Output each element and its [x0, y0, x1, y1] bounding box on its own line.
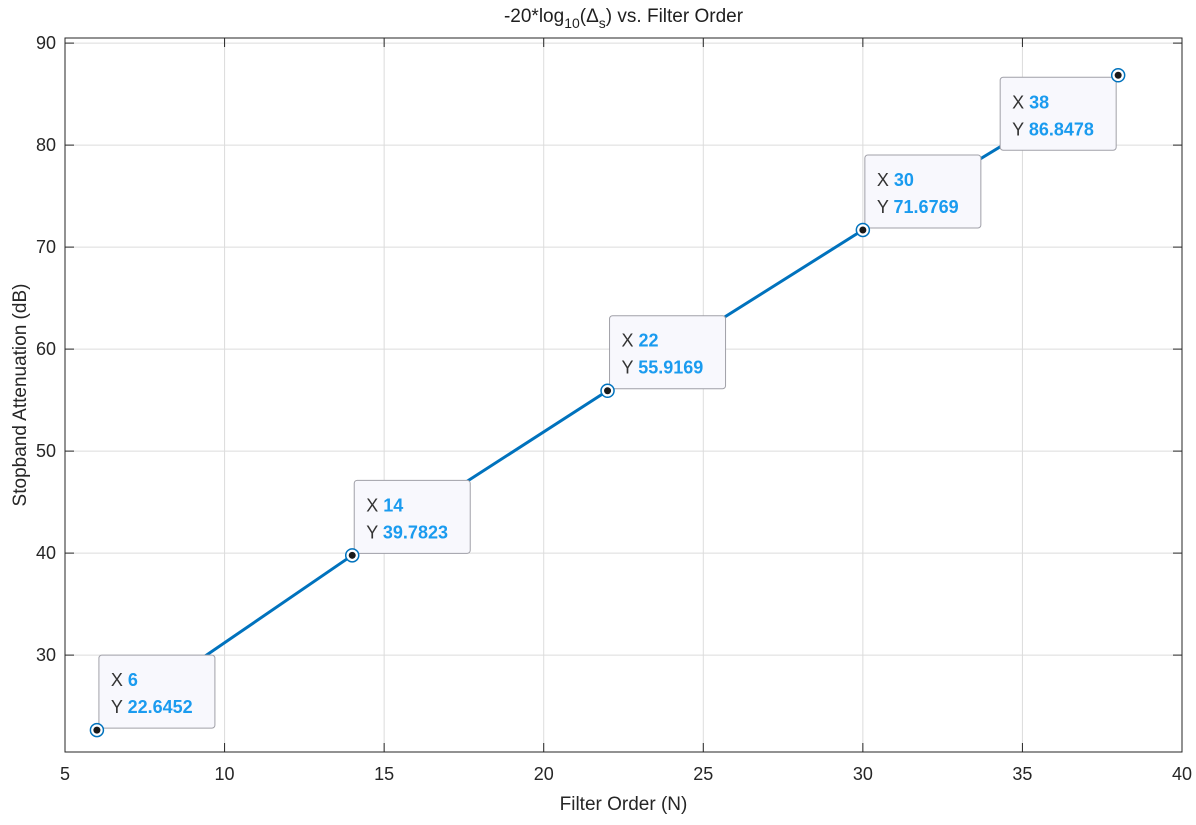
datatip-x-value: 38	[1029, 92, 1049, 112]
datatip-x-row: X 22	[622, 331, 659, 351]
datatip-box	[609, 315, 727, 390]
y-axis-label: Stopband Attenuation (dB)	[10, 284, 31, 507]
chart-title: -20*log10(Δs) vs. Filter Order	[504, 6, 744, 31]
title-log-subscript: 10	[564, 15, 580, 31]
title-suffix: ) vs. Filter Order	[606, 6, 744, 27]
y-tick-label: 30	[36, 645, 56, 665]
datatip-y-row: Y 55.9169	[622, 358, 704, 378]
title-delta: Δ	[586, 6, 599, 27]
y-tick-label: 80	[36, 135, 56, 155]
datatip-y-label: Y	[1012, 119, 1029, 139]
datatip-y-row: Y 22.6452	[111, 697, 193, 717]
datatip: X 22Y 55.9169	[600, 315, 727, 398]
datatip-x-value: 22	[639, 331, 659, 351]
y-tick-label: 40	[36, 543, 56, 563]
datatip-y-row: Y 71.6769	[877, 197, 959, 217]
datatip: X 6Y 22.6452	[89, 654, 216, 738]
axis-ticks: 5 10 15 20 25 30 35 40 30 40 50 60 70 80 90	[36, 33, 1192, 784]
datatip-x-value: 6	[128, 670, 138, 690]
x-tick-label: 5	[60, 764, 70, 784]
x-tick-label: 25	[693, 764, 713, 784]
datatip: X 14Y 39.7823	[344, 479, 471, 563]
datatip-marker-dot	[93, 726, 101, 734]
y-tick-label: 70	[36, 237, 56, 257]
datatip-x-label: X	[111, 670, 128, 690]
title-paren-open: (	[580, 6, 587, 27]
grid	[65, 38, 1182, 752]
datatip-y-row: Y 86.8478	[1012, 119, 1094, 139]
x-tick-label: 20	[534, 764, 554, 784]
datatip-y-label: Y	[877, 197, 894, 217]
datatip: X 30Y 71.6769	[855, 154, 982, 238]
datatip-y-value: 39.7823	[383, 522, 448, 542]
x-tick-label: 30	[853, 764, 873, 784]
x-axis-label: Filter Order (N)	[560, 794, 688, 815]
datatip-x-label: X	[877, 170, 894, 190]
x-tick-label: 40	[1172, 764, 1192, 784]
datatip-x-value: 14	[383, 495, 403, 515]
datatip-y-row: Y 39.7823	[366, 522, 448, 542]
datatip-y-label: Y	[111, 697, 128, 717]
datatip-x-row: X 14	[366, 495, 403, 515]
datatip-x-row: X 6	[111, 670, 138, 690]
x-tick-label: 35	[1012, 764, 1032, 784]
y-tick-label: 60	[36, 339, 56, 359]
datatip-marker-dot	[348, 551, 356, 559]
y-tick-label: 50	[36, 441, 56, 461]
datatip-y-value: 71.6769	[894, 197, 959, 217]
datatip-box	[864, 154, 982, 229]
datatip-y-value: 22.6452	[128, 697, 193, 717]
datatip-box	[98, 654, 216, 729]
datatip-marker-dot	[859, 226, 867, 234]
datatip-x-label: X	[366, 495, 383, 515]
datatip-x-label: X	[1012, 92, 1029, 112]
datatip-marker-dot	[604, 387, 612, 395]
plot-area	[64, 37, 1183, 753]
datatip-y-value: 55.9169	[638, 358, 703, 378]
datatip-y-label: Y	[366, 522, 383, 542]
datatip-x-row: X 38	[1012, 92, 1049, 112]
title-prefix: -20*log	[504, 6, 564, 27]
datatip-box	[353, 479, 471, 554]
datatip-box	[999, 76, 1117, 151]
y-tick-label: 90	[36, 33, 56, 53]
datatip-x-row: X 30	[877, 170, 914, 190]
datatip-marker-dot	[1114, 71, 1122, 79]
datatip-x-label: X	[622, 331, 639, 351]
datatip: X 38Y 86.8478	[999, 68, 1126, 151]
datatip-y-value: 86.8478	[1029, 119, 1094, 139]
title-delta-subscript: s	[599, 15, 606, 31]
x-tick-label: 15	[374, 764, 394, 784]
x-tick-label: 10	[215, 764, 235, 784]
datatip-y-label: Y	[622, 358, 639, 378]
datatip-x-value: 30	[894, 170, 914, 190]
